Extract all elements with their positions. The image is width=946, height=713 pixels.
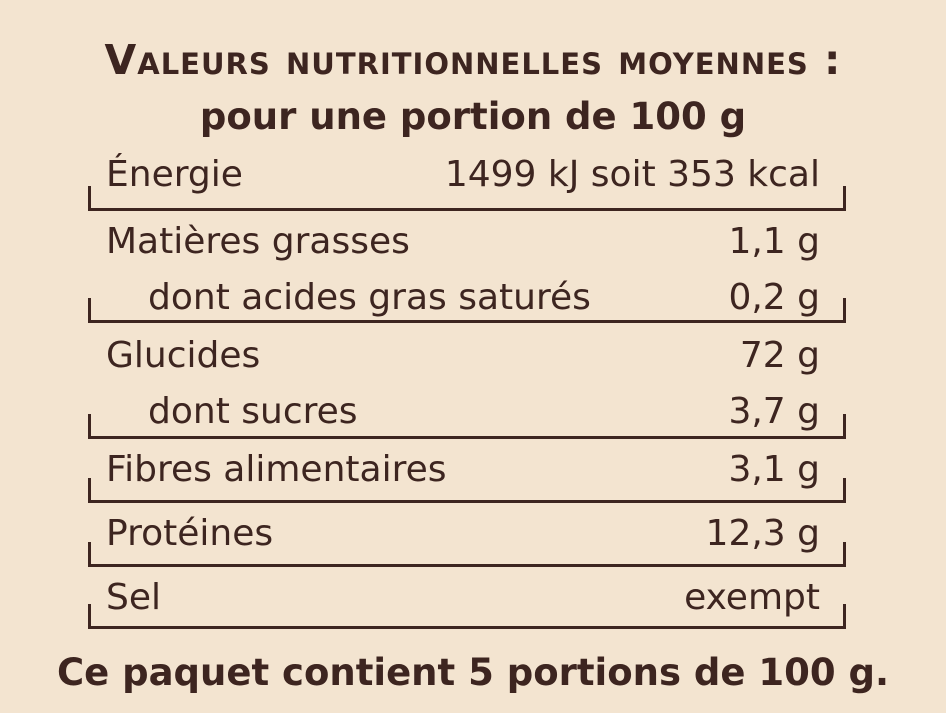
fibre-value: 3,1 g: [728, 449, 820, 490]
protein-group: Protéines 12,3 g: [88, 503, 846, 567]
saturated-fat-value: 0,2 g: [728, 277, 820, 318]
nutrition-table: Énergie 1499 kJ soit 353 kcal Matières g…: [88, 148, 846, 629]
energy-row: Énergie 1499 kJ soit 353 kcal: [88, 148, 846, 205]
salt-value: exempt: [684, 577, 820, 618]
energy-label: Énergie: [106, 154, 243, 195]
carbohydrates-value: 72 g: [739, 335, 820, 376]
sugars-row: dont sucres 3,7 g: [88, 385, 846, 441]
carbohydrates-label: Glucides: [106, 335, 261, 376]
package-portions-note: Ce paquet contient 5 portions de 100 g.: [56, 651, 890, 694]
fat-group: Matières grasses 1,1 g dont acides gras …: [88, 211, 846, 323]
sugars-label: dont sucres: [148, 391, 358, 432]
fibre-row: Fibres alimentaires 3,1 g: [88, 443, 846, 499]
table-title: Valeurs nutritionnelles moyennes :: [104, 36, 842, 84]
fat-row: Matières grasses 1,1 g: [88, 215, 846, 271]
salt-row: Sel exempt: [88, 571, 846, 627]
protein-value: 12,3 g: [705, 513, 820, 554]
salt-group: Sel exempt: [88, 567, 846, 629]
carbohydrates-group: Glucides 72 g dont sucres 3,7 g: [88, 323, 846, 439]
protein-label: Protéines: [106, 513, 274, 554]
saturated-fat-label: dont acides gras saturés: [148, 277, 591, 318]
salt-label: Sel: [106, 577, 162, 618]
energy-value: 1499 kJ soit 353 kcal: [444, 154, 820, 195]
fibre-label: Fibres alimentaires: [106, 449, 447, 490]
carbohydrates-row: Glucides 72 g: [88, 329, 846, 385]
fibre-group: Fibres alimentaires 3,1 g: [88, 439, 846, 503]
portion-subtitle: pour une portion de 100 g: [199, 95, 747, 138]
saturated-fat-row: dont acides gras saturés 0,2 g: [88, 271, 846, 327]
sugars-value: 3,7 g: [728, 391, 820, 432]
fat-label: Matières grasses: [106, 221, 410, 262]
protein-row: Protéines 12,3 g: [88, 507, 846, 563]
energy-group: Énergie 1499 kJ soit 353 kcal: [88, 148, 846, 211]
fat-value: 1,1 g: [728, 221, 820, 262]
